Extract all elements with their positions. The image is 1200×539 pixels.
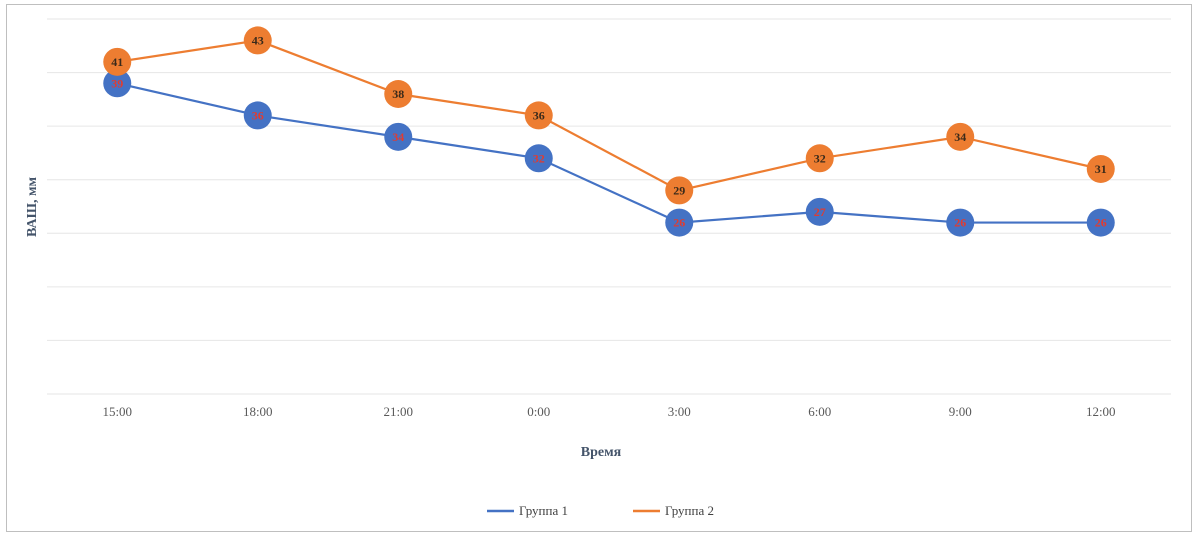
legend-label: Группа 2 <box>665 503 714 518</box>
data-label: 26 <box>673 216 685 230</box>
series-line <box>117 82 1101 224</box>
data-point <box>805 197 834 226</box>
data-label: 36 <box>533 108 545 122</box>
series-markers: 39 36 34 32 26 27 26 26 41 43 38 36 29 32 34 31 <box>103 26 1115 237</box>
data-point <box>524 101 553 130</box>
data-label: 41 <box>111 55 123 69</box>
data-point <box>805 144 834 173</box>
data-point <box>665 208 694 237</box>
series-line <box>117 39 1101 192</box>
data-label: 31 <box>1095 162 1107 176</box>
data-label: 32 <box>533 151 545 165</box>
y-axis-title: ВАШ, мм <box>25 177 40 237</box>
data-label: 26 <box>954 216 966 230</box>
gridlines <box>47 18 1171 395</box>
data-label: 36 <box>252 108 264 122</box>
data-label: 34 <box>954 130 966 144</box>
data-point <box>946 208 975 237</box>
x-tick-label: 12:00 <box>1086 404 1116 419</box>
data-point <box>946 122 975 151</box>
data-label: 29 <box>673 183 685 197</box>
data-point <box>243 26 272 55</box>
data-point <box>384 122 413 151</box>
series-lines <box>117 39 1101 224</box>
data-point <box>524 144 553 173</box>
legend: Группа 1 Группа 2 <box>487 503 714 518</box>
data-label: 39 <box>111 76 123 90</box>
x-tick-label: 0:00 <box>527 404 550 419</box>
data-point <box>1086 208 1115 237</box>
x-tick-label: 15:00 <box>102 404 132 419</box>
data-point <box>243 101 272 130</box>
x-axis-title: Время <box>581 445 622 460</box>
legend-label: Группа 1 <box>519 503 568 518</box>
x-tick-labels: 15:00 18:00 21:00 0:00 3:00 6:00 9:00 12:00 <box>102 404 1115 419</box>
chart-frame <box>6 4 1192 532</box>
data-label: 38 <box>392 87 404 101</box>
data-label: 43 <box>252 33 264 47</box>
data-point <box>384 80 413 108</box>
x-tick-label: 3:00 <box>668 404 691 419</box>
data-point <box>103 47 132 76</box>
x-tick-label: 6:00 <box>808 404 831 419</box>
data-label: 32 <box>814 151 826 165</box>
data-label: 27 <box>814 205 826 219</box>
x-tick-label: 9:00 <box>949 404 972 419</box>
data-label: 26 <box>1095 216 1107 230</box>
data-point <box>1086 155 1115 183</box>
data-point <box>103 69 132 98</box>
data-label: 34 <box>392 130 404 144</box>
x-tick-label: 18:00 <box>243 404 273 419</box>
data-point <box>665 176 694 205</box>
x-tick-label: 21:00 <box>383 404 413 419</box>
